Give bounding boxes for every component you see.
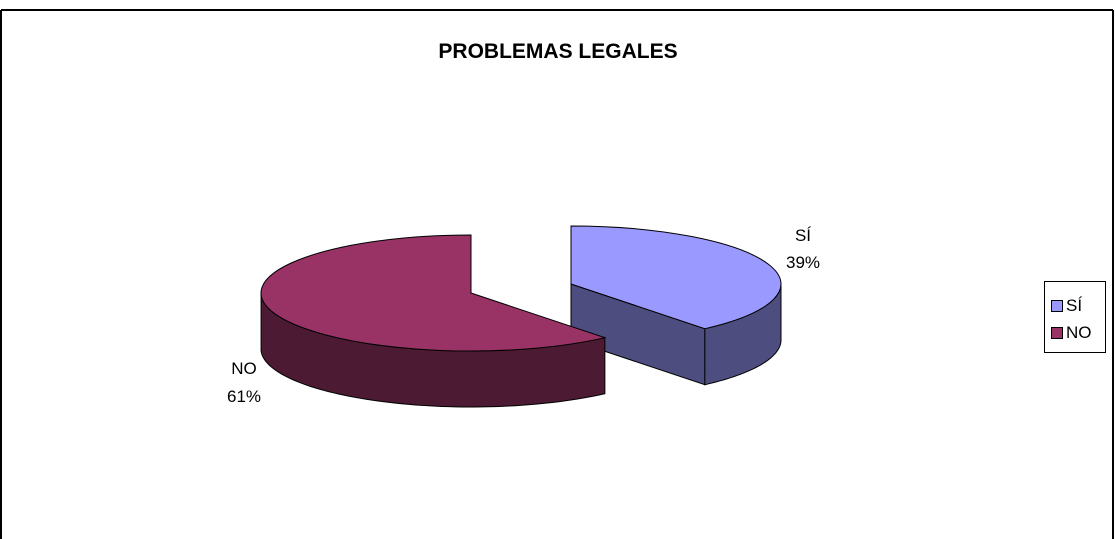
pie-slices xyxy=(260,225,782,408)
pie-slice-si xyxy=(570,225,782,330)
legend-item-si: SÍ xyxy=(1051,295,1082,317)
legend-swatch-si xyxy=(1051,300,1063,312)
pie-slice-no xyxy=(260,234,607,352)
legend-swatch-no xyxy=(1051,327,1063,339)
data-label-name-si: SÍ xyxy=(795,226,811,245)
data-label-percent-si: 39% xyxy=(786,253,820,272)
data-label-percent-no: 61% xyxy=(227,387,261,406)
legend-item-no: NO xyxy=(1051,322,1092,344)
chart-legend: SÍ NO xyxy=(1044,281,1106,353)
chart-title: PROBLEMAS LEGALES xyxy=(438,40,677,63)
data-label-name-no: NO xyxy=(231,359,257,378)
legend-label-no: NO xyxy=(1066,323,1092,342)
legend-label-si: SÍ xyxy=(1066,296,1083,315)
